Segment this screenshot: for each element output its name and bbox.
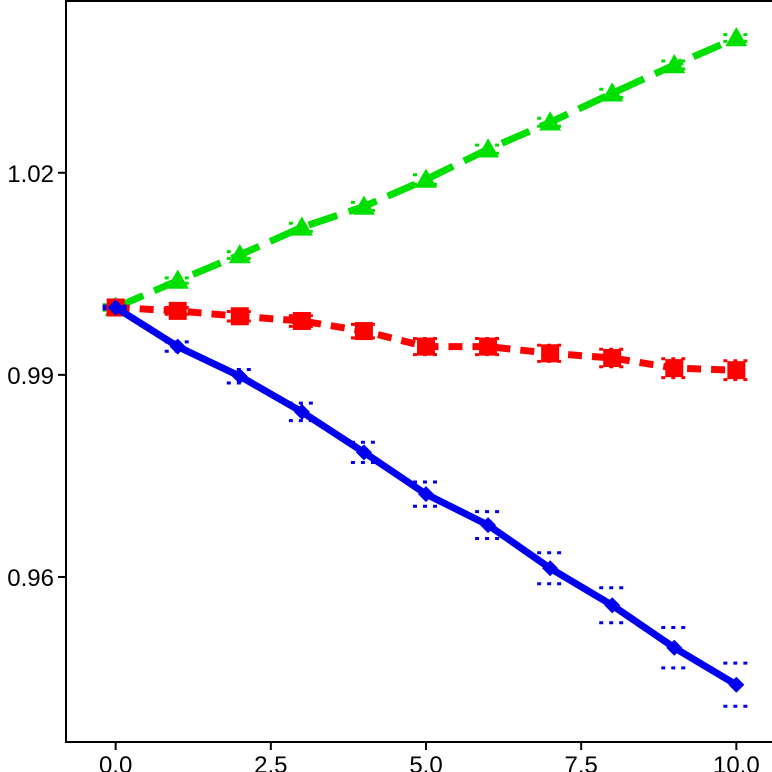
series-1-marker: [725, 27, 748, 47]
x-tick-label: 5.0: [409, 752, 442, 772]
x-tick-label: 10.0: [713, 752, 760, 772]
y-tick-label: 0.96: [7, 565, 54, 592]
series-2-marker: [727, 361, 746, 380]
series-1-marker: [166, 269, 189, 289]
axis-layer: 0.0 2.5 5.0 7.5 10.0 0.96 0.99 1.02: [7, 161, 759, 772]
series-3-marker: [604, 597, 621, 614]
series-1-line: [114, 34, 738, 311]
series-1-marker: [601, 82, 624, 102]
series-2-marker: [292, 311, 311, 330]
series-1-marker: [228, 243, 251, 264]
series-3-marker: [666, 639, 683, 656]
series-2-marker: [603, 349, 622, 368]
series-3-marker: [169, 338, 186, 355]
x-tick-label: 7.5: [564, 752, 597, 772]
series-2-marker: [168, 301, 187, 320]
x-tick-label: 2.5: [254, 752, 287, 772]
series-2: [102, 298, 750, 382]
series-2-marker: [479, 337, 498, 356]
series-2-marker: [665, 359, 684, 378]
series-2-marker: [230, 307, 249, 326]
series-1-marker: [477, 138, 500, 158]
series-3-marker: [542, 560, 559, 577]
series-2-marker: [541, 344, 560, 363]
series-layer: [102, 27, 750, 708]
series-2-marker: [354, 322, 373, 341]
series-3-marker: [107, 299, 124, 316]
series-1-marker: [663, 53, 686, 74]
series-3-marker: [480, 517, 497, 534]
series-1-marker: [539, 111, 562, 131]
series-3-marker: [728, 676, 745, 693]
series-1-marker: [352, 195, 375, 215]
x-tick-label: 0.0: [99, 752, 132, 772]
y-tick-label: 1.02: [7, 161, 54, 188]
series-2-marker: [417, 337, 435, 356]
series-3-marker: [355, 444, 372, 461]
series-3-marker: [418, 486, 434, 503]
series-1-marker: [415, 168, 437, 188]
series-1: [102, 27, 750, 316]
y-tick-label: 0.99: [7, 363, 54, 390]
series-3-marker: [293, 403, 310, 420]
series-3: [102, 299, 750, 708]
series-1-marker: [290, 216, 313, 236]
series-3-marker: [231, 368, 248, 385]
